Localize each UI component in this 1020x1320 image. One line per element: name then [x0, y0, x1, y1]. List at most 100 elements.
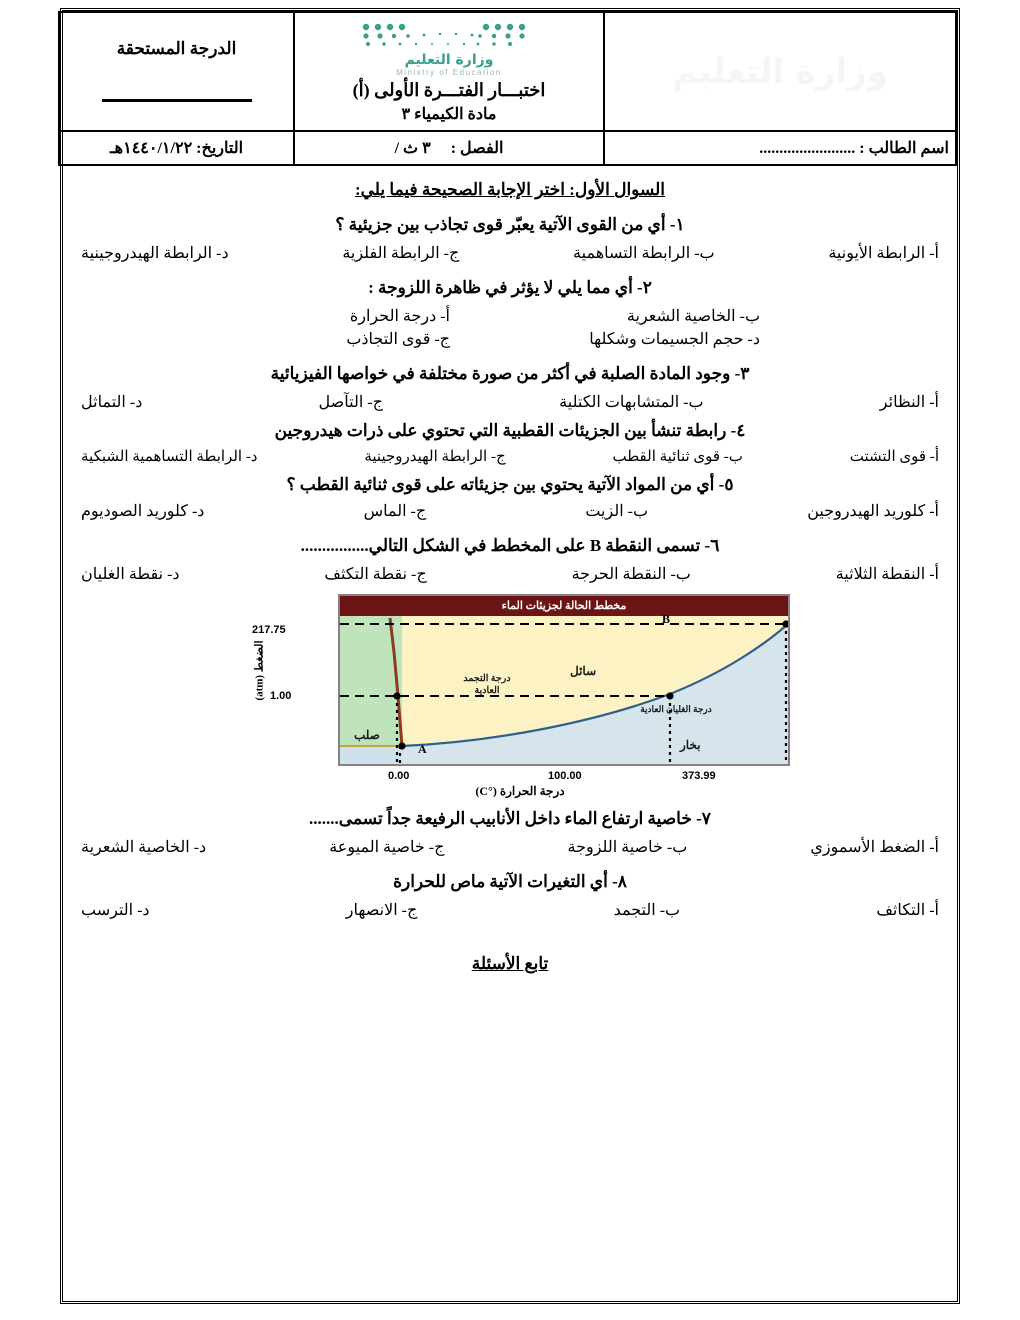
option-2-a[interactable]: أ- درجة الحرارة	[349, 308, 450, 326]
question-6-body: تسمى النقطة B على المخطط في الشكل التالي…	[300, 536, 701, 556]
option-2-d[interactable]: د- حجم الجسيمات وشكلها	[589, 331, 760, 349]
triple-point-marker	[398, 742, 406, 750]
question-3-number: ٣-	[734, 364, 750, 384]
phase-diagram-figure-wrap: 217.75 1.00 الضغط (atm) مخطط الحالة لجزي…	[77, 594, 943, 798]
student-name-field[interactable]: اسم الطالب : ........................	[603, 130, 957, 167]
option-6-d[interactable]: د- نقطة الغليان	[81, 566, 180, 584]
x-tick-0: 0.00	[388, 770, 410, 783]
ministry-name-en: Ministry of Education	[396, 68, 502, 78]
exam-subject: مادة الكيمياء ٣	[401, 106, 497, 124]
option-4-a[interactable]: أ- قوى التشتت	[849, 449, 939, 466]
region-label-vapor: بخار	[680, 738, 701, 753]
option-8-a[interactable]: أ- التكاثف	[876, 901, 939, 919]
logo-dots-icon	[362, 23, 526, 46]
grade-cell: الدرجة المستحقة	[58, 10, 295, 133]
option-6-a[interactable]: أ- النقطة الثلاثية	[835, 566, 939, 584]
questions-area: السوال الأول: اختر الإجابة الصحيحة فيما …	[63, 166, 957, 974]
y-axis-label: الضغط (atm)	[253, 640, 266, 701]
date-field[interactable]: التاريخ: ١٤٤٠/١/٢٢هـ	[58, 130, 295, 167]
normal-boiling-marker	[666, 692, 674, 700]
question-8-text: ٨- أي التغيرات الآتية ماص للحرارة	[77, 871, 943, 894]
question-7-number: ٧-	[696, 809, 711, 829]
option-7-b[interactable]: ب- خاصية اللزوجة	[567, 838, 688, 856]
option-1-b[interactable]: ب- الرابطة التساهمية	[573, 245, 715, 263]
ministry-watermark: وزارة التعليم	[672, 51, 888, 92]
vaporization-curve	[401, 623, 788, 748]
option-5-b[interactable]: ب- الزيت	[585, 503, 649, 521]
x-tick-373: 373.99	[682, 770, 716, 783]
option-8-c[interactable]: ج- الانصهار	[345, 901, 418, 919]
option-3-d[interactable]: د- التماثل	[81, 394, 143, 412]
header-row-top: وزارة التعليم	[58, 10, 957, 133]
header-logo-cell: وزارة التعليم Ministry of Education اختب…	[293, 10, 605, 133]
exam-title: اختبـــار الفتـــرة الأولى (أ)	[352, 80, 546, 101]
option-3-b[interactable]: ب- المتشابهات الكتلية	[559, 394, 704, 412]
question-3-options: أ- النظائر ب- المتشابهات الكتلية ج- التآ…	[77, 392, 943, 412]
class-field[interactable]: الفصل : ٣ ث /	[293, 130, 605, 167]
critical-point-marker	[782, 620, 788, 628]
option-6-b[interactable]: ب- النقطة الحرجة	[571, 566, 691, 584]
option-8-d[interactable]: د- الترسب	[81, 901, 150, 919]
option-5-d[interactable]: د- كلوريد الصوديوم	[81, 503, 205, 521]
phase-curves-svg	[340, 617, 788, 765]
option-1-d[interactable]: د- الرابطة الهيدروجينية	[81, 245, 229, 263]
question-1-text: ١- أي من القوى الآتية يعبّر قوى تجاذب بي…	[77, 214, 943, 237]
header-watermark-cell: وزارة التعليم	[603, 10, 957, 133]
date-label: التاريخ:	[196, 140, 244, 158]
point-b-label: B	[662, 612, 671, 627]
option-3-a[interactable]: أ- النظائر	[879, 394, 939, 412]
plot-canvas: سائل صلب بخار درجة التجمد العادية درجة ا…	[340, 616, 788, 765]
phase-diagram-figure: 217.75 1.00 الضغط (atm) مخطط الحالة لجزي…	[230, 594, 790, 798]
grade-blank-line[interactable]	[101, 99, 252, 103]
option-3-c[interactable]: ج- التآصل	[318, 394, 383, 412]
option-7-c[interactable]: ج- خاصية الميوعة	[329, 838, 445, 856]
footer-continue-label: تابع الأسئلة	[471, 953, 549, 973]
question-8-number: ٨-	[612, 871, 627, 891]
point-a-label: A	[418, 742, 427, 757]
question-4-number: ٤-	[730, 421, 746, 441]
phase-diagram-plot-area: مخطط الحالة لجزيئات الماء	[338, 594, 790, 767]
fusion-curve	[388, 617, 404, 747]
ministry-name-ar: وزارة التعليم	[404, 52, 494, 68]
option-7-a[interactable]: أ- الضغط الأسموزي	[810, 838, 939, 856]
question-1-number: ١-	[669, 215, 685, 235]
option-5-a[interactable]: أ- كلوريد الهيدروجين	[807, 503, 939, 521]
option-2-b[interactable]: ب- الخاصية الشعرية	[626, 308, 760, 326]
class-label: الفصل :	[450, 140, 504, 158]
question-2-options-row-2: د- حجم الجسيمات وشكلها ج- قوى التجاذب	[87, 329, 933, 349]
question-7-body: خاصية ارتفاع الماء داخل الأنابيب الرفيعة…	[309, 809, 692, 829]
x-axis-label: درجة الحرارة (°C)	[475, 784, 565, 799]
option-2-c[interactable]: ج- قوى التجاذب	[346, 331, 450, 349]
question-4-text: ٤- رابطة تنشأ بين الجزيئات القطبية التي …	[77, 420, 943, 443]
option-4-d[interactable]: د- الرابطة التساهمية الشبكية	[81, 449, 258, 466]
y-tick-1: 1.00	[270, 690, 292, 703]
question-1-body: أي من القوى الآتية يعبّر قوى تجاذب بين ج…	[335, 215, 666, 235]
question-3-text: ٣- وجود المادة الصلبة في أكثر من صورة مخ…	[77, 363, 943, 386]
question-2-text: ٢- أي مما يلي لا يؤثر في ظاهرة اللزوجة :	[77, 277, 943, 300]
question-3-body: وجود المادة الصلبة في أكثر من صورة مختلف…	[270, 364, 731, 384]
region-label-solid: صلب	[354, 728, 380, 743]
question-5-body: أي من المواد الآتية يحتوي بين جزيئاته عل…	[286, 475, 715, 495]
annotation-normal-boiling: درجة الغليان العادية	[640, 704, 712, 715]
question-6-options: أ- النقطة الثلاثية ب- النقطة الحرجة ج- ن…	[77, 564, 943, 584]
region-vapor-fill	[340, 626, 788, 765]
exam-page: وزارة التعليم	[58, 8, 960, 1304]
region-label-liquid: سائل	[570, 664, 597, 679]
option-1-a[interactable]: أ- الرابطة الأيونية	[828, 245, 939, 263]
question-6-text: ٦- تسمى النقطة B على المخطط في الشكل الت…	[77, 535, 943, 558]
question-2-options: ب- الخاصية الشعرية أ- درجة الحرارة د- حج…	[77, 306, 943, 349]
option-7-d[interactable]: د- الخاصية الشعرية	[81, 838, 207, 856]
option-6-c[interactable]: ج- نقطة التكثف	[324, 566, 427, 584]
option-5-c[interactable]: ج- الماس	[363, 503, 427, 521]
question-4-body: رابطة تنشأ بين الجزيئات القطبية التي تحت…	[274, 421, 727, 441]
option-4-c[interactable]: ج- الرابطة الهيدروجينية	[364, 449, 506, 466]
student-name-label: اسم الطالب :	[859, 140, 949, 158]
header-row-fields: اسم الطالب : ........................ ال…	[58, 130, 957, 167]
option-4-b[interactable]: ب- قوى ثنائية القطب	[612, 449, 743, 466]
class-value: ٣ ث /	[394, 140, 431, 158]
option-8-b[interactable]: ب- التجمد	[613, 901, 681, 919]
grade-label: الدرجة المستحقة	[116, 39, 237, 59]
option-1-c[interactable]: ج- الرابطة الفلزية	[342, 245, 460, 263]
question-2-number: ٢-	[637, 278, 652, 298]
question-1-options: أ- الرابطة الأيونية ب- الرابطة التساهمية…	[77, 243, 943, 263]
